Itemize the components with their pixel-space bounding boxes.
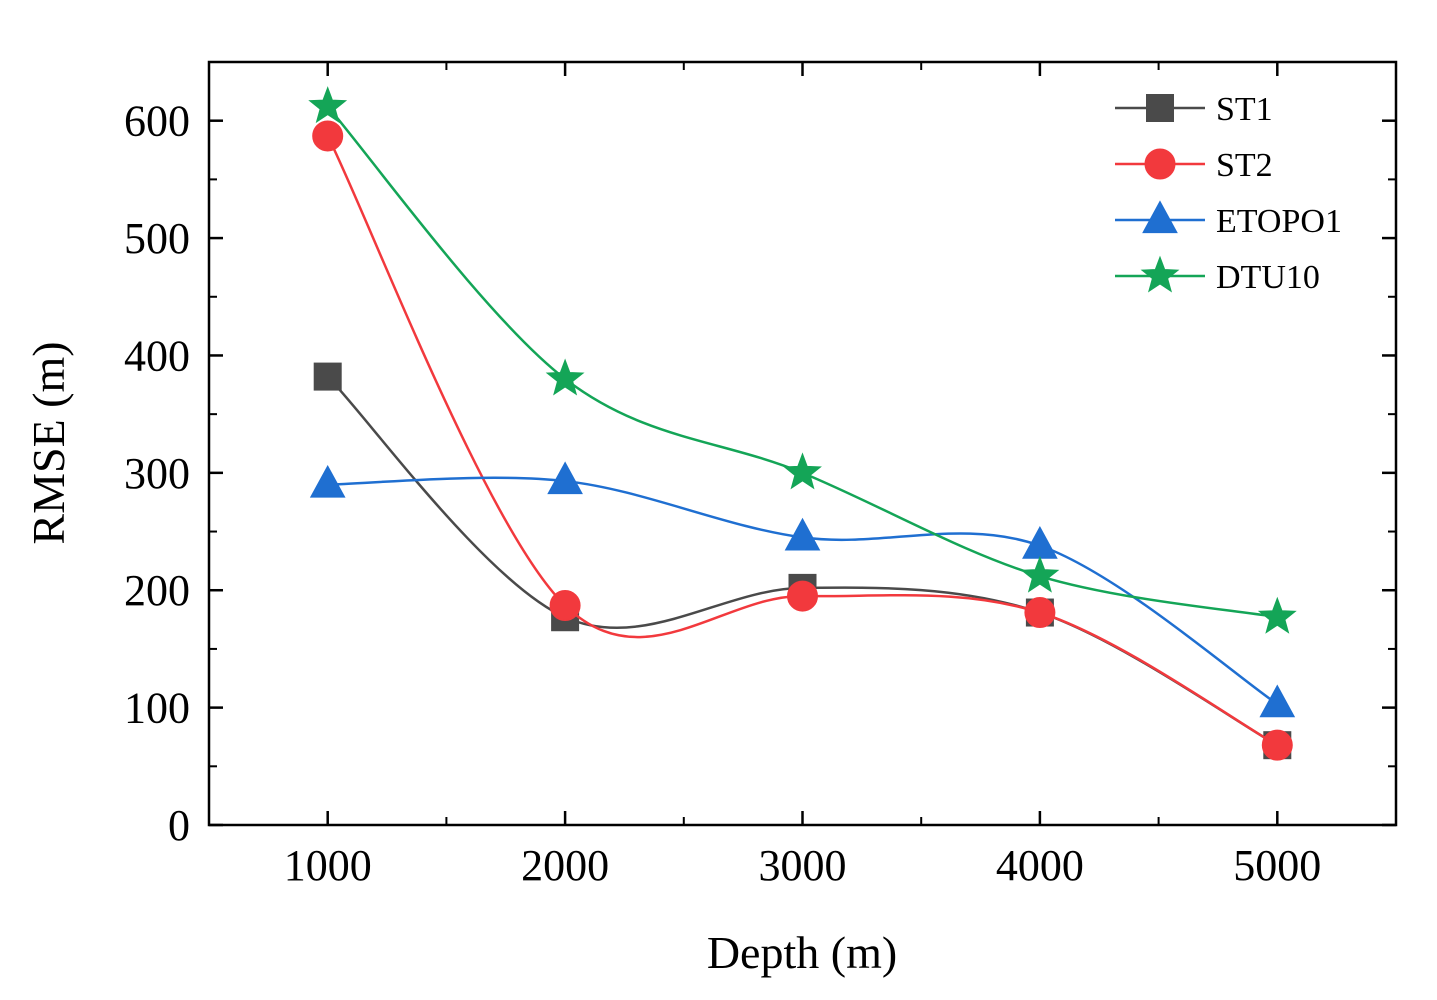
legend-marker-etopo1: [1142, 200, 1178, 234]
legend-marker-st2: [1144, 148, 1176, 180]
y-tick-label: 100: [124, 684, 190, 733]
data-point-st2: [1024, 597, 1056, 629]
series-etopo1: [309, 461, 1296, 718]
data-point-st2: [1261, 729, 1293, 761]
y-axis-title: RMSE (m): [23, 341, 74, 544]
x-tick-label: 5000: [1233, 841, 1321, 890]
series-dtu10: [308, 86, 1297, 634]
data-point-etopo1: [784, 517, 821, 551]
legend-label: DTU10: [1216, 259, 1320, 296]
y-tick-label: 600: [124, 97, 190, 146]
legend-marker-st1: [1146, 94, 1174, 122]
axis-tick-labels: 1000 2000 3000 4000 5000 0 100 200 300 400 500 600: [124, 97, 1321, 890]
y-tick-label: 300: [124, 449, 190, 498]
series-st2: [312, 120, 1293, 761]
x-axis-title: Depth (m): [707, 927, 897, 978]
data-point-st2: [549, 589, 581, 621]
y-tick-label: 0: [168, 801, 190, 850]
legend-label: ETOPO1: [1216, 203, 1342, 240]
data-point-dtu10: [1020, 555, 1060, 593]
data-point-etopo1: [1259, 684, 1296, 718]
axis-ticks: [208, 62, 1397, 827]
x-tick-label: 1000: [284, 841, 372, 890]
series-layer: [308, 86, 1297, 761]
legend-label: ST2: [1216, 147, 1273, 184]
y-tick-label: 200: [124, 566, 190, 615]
x-tick-label: 4000: [996, 841, 1084, 890]
data-point-dtu10: [308, 86, 348, 124]
legend: ST1 ST2 ETOPO1 DTU10: [1115, 91, 1342, 296]
y-tick-label: 500: [124, 214, 190, 263]
series-line-st1: [326, 375, 1278, 747]
data-point-dtu10: [545, 358, 585, 396]
data-point-dtu10: [1257, 596, 1297, 634]
series-line-st2: [326, 135, 1278, 747]
data-point-dtu10: [783, 452, 822, 490]
series-st1: [313, 362, 1292, 760]
y-tick-label: 400: [124, 331, 190, 380]
data-point-st2: [312, 120, 344, 152]
data-point-st1: [313, 362, 342, 391]
x-tick-label: 2000: [521, 841, 609, 890]
data-point-st2: [787, 580, 818, 612]
data-point-etopo1: [547, 461, 583, 495]
data-point-etopo1: [309, 464, 346, 498]
x-tick-label: 3000: [759, 841, 847, 890]
legend-marker-dtu10: [1140, 255, 1180, 293]
legend-label: ST1: [1216, 91, 1273, 128]
